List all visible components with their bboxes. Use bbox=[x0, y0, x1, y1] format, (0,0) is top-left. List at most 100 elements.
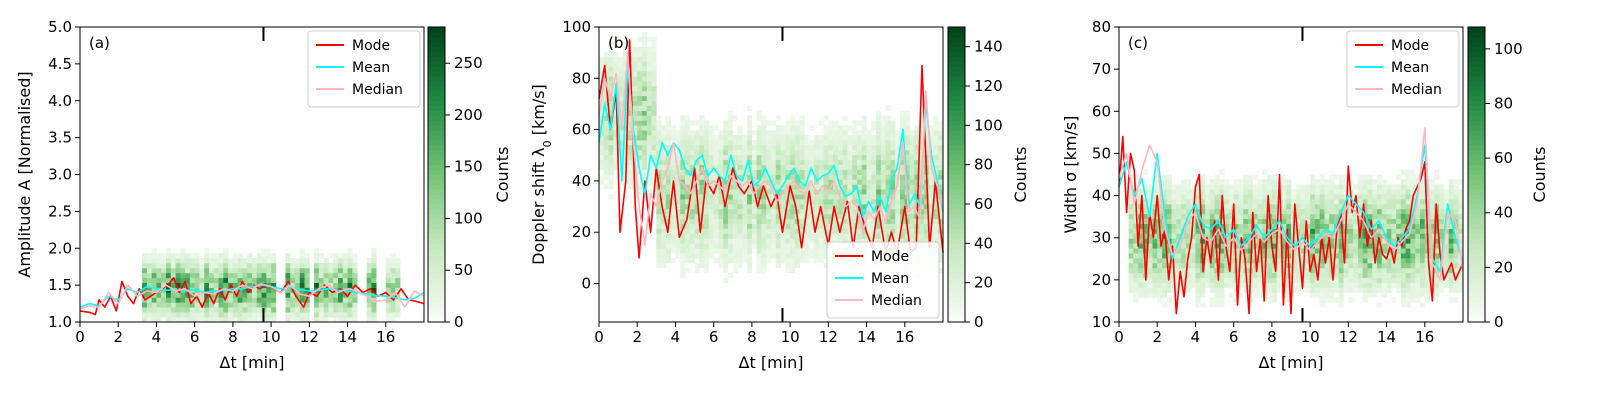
heatmap-cell bbox=[1348, 248, 1354, 254]
heatmap-cell bbox=[366, 317, 372, 323]
colorbar-segment bbox=[948, 312, 965, 318]
heatmap-cell bbox=[938, 218, 944, 224]
heatmap-cell bbox=[1181, 218, 1187, 224]
heatmap-cell bbox=[1271, 199, 1277, 205]
heatmap-cell bbox=[323, 263, 329, 269]
heatmap-cell bbox=[1286, 282, 1292, 288]
heatmap-cell bbox=[847, 228, 853, 234]
heatmap-cell bbox=[1295, 223, 1301, 229]
heatmap-cell bbox=[1157, 267, 1163, 274]
heatmap-cell bbox=[642, 164, 648, 170]
heatmap-cell bbox=[1224, 277, 1230, 283]
heatmap-cell bbox=[347, 302, 353, 308]
colorbar-segment bbox=[428, 31, 445, 38]
heatmap-cell bbox=[642, 31, 648, 38]
heatmap-cell bbox=[866, 204, 872, 210]
heatmap-cell bbox=[1300, 243, 1306, 249]
heatmap-cell bbox=[732, 263, 738, 269]
heatmap-cell bbox=[1324, 179, 1330, 185]
heatmap-cell bbox=[1386, 282, 1392, 288]
heatmap-cell bbox=[876, 115, 882, 121]
heatmap-cell bbox=[775, 243, 781, 249]
heatmap-cell bbox=[852, 125, 858, 131]
heatmap-cell bbox=[833, 120, 839, 126]
heatmap-cell bbox=[1257, 213, 1263, 220]
heatmap-cell bbox=[1324, 208, 1330, 215]
heatmap-cell bbox=[1434, 169, 1440, 175]
heatmap-cell bbox=[923, 125, 929, 131]
heatmap-cell bbox=[1391, 218, 1397, 224]
heatmap-cell bbox=[900, 228, 906, 234]
heatmap-cell bbox=[1248, 292, 1254, 298]
heatmap-cell bbox=[861, 228, 867, 234]
heatmap-cell bbox=[751, 184, 757, 190]
heatmap-cell bbox=[285, 292, 291, 298]
heatmap-cell bbox=[1248, 194, 1254, 200]
heatmap-cell bbox=[1396, 208, 1402, 215]
heatmap-cell bbox=[1377, 243, 1383, 249]
heatmap-cell bbox=[1295, 277, 1301, 283]
heatmap-cell bbox=[1429, 208, 1435, 215]
heatmap-cell bbox=[1314, 223, 1320, 229]
heatmap-cell bbox=[1396, 218, 1402, 224]
heatmap-cell bbox=[285, 272, 291, 279]
heatmap-cell bbox=[151, 292, 157, 298]
heatmap-cell bbox=[919, 238, 925, 244]
heatmap-cell bbox=[180, 263, 186, 269]
heatmap-cell bbox=[213, 272, 219, 279]
heatmap-cell bbox=[1348, 243, 1354, 249]
heatmap-cell bbox=[742, 248, 748, 254]
heatmap-cell bbox=[842, 228, 848, 234]
heatmap-cell bbox=[656, 120, 662, 126]
heatmap-cell bbox=[218, 317, 224, 323]
heatmap-cell bbox=[1295, 194, 1301, 200]
heatmap-cell bbox=[799, 208, 805, 215]
heatmap-cell bbox=[1434, 282, 1440, 288]
heatmap-cell bbox=[651, 86, 657, 92]
colorbar-segment bbox=[1468, 258, 1485, 264]
heatmap-cell bbox=[900, 169, 906, 175]
heatmap-cell bbox=[1410, 277, 1416, 283]
heatmap-cell bbox=[756, 159, 762, 165]
heatmap-cell bbox=[622, 61, 628, 67]
heatmap-cell bbox=[1310, 223, 1316, 229]
colorbar-segment bbox=[1468, 41, 1485, 48]
heatmap-cell bbox=[890, 208, 896, 215]
heatmap-cell bbox=[790, 184, 796, 190]
heatmap-cell bbox=[785, 159, 791, 165]
heatmap-cell bbox=[713, 208, 719, 215]
heatmap-cell bbox=[747, 223, 753, 229]
heatmap-cell bbox=[732, 145, 738, 151]
heatmap-cell bbox=[728, 272, 734, 279]
heatmap-cell bbox=[909, 184, 915, 190]
heatmap-cell bbox=[665, 208, 671, 215]
colorbar-label: Counts bbox=[493, 147, 512, 203]
heatmap-cell bbox=[928, 204, 934, 210]
heatmap-cell bbox=[1219, 189, 1225, 195]
heatmap-cell bbox=[146, 307, 152, 313]
heatmap-cell bbox=[1338, 272, 1344, 279]
heatmap-cell bbox=[871, 159, 877, 165]
heatmap-cell bbox=[1195, 263, 1201, 269]
heatmap-cell bbox=[1190, 277, 1196, 283]
heatmap-cell bbox=[828, 130, 834, 136]
heatmap-cell bbox=[1133, 267, 1139, 274]
heatmap-cell bbox=[747, 218, 753, 224]
heatmap-cell bbox=[1209, 199, 1215, 205]
heatmap-cell bbox=[1195, 253, 1201, 259]
heatmap-cell bbox=[761, 159, 767, 165]
y-tick-label: 100 bbox=[562, 18, 591, 36]
heatmap-cell bbox=[1319, 199, 1325, 205]
heatmap-cell bbox=[933, 130, 939, 136]
heatmap-cell bbox=[747, 189, 753, 195]
heatmap-cell bbox=[1377, 248, 1383, 254]
heatmap-cell bbox=[1205, 184, 1211, 190]
heatmap-cell bbox=[723, 213, 729, 220]
heatmap-cell bbox=[218, 272, 224, 279]
x-tick-label: 2 bbox=[113, 328, 123, 346]
heatmap-cell bbox=[1386, 184, 1392, 190]
heatmap-cell bbox=[794, 233, 800, 239]
heatmap-cell bbox=[1133, 248, 1139, 254]
heatmap-cell bbox=[1267, 184, 1273, 190]
heatmap-cell bbox=[1415, 297, 1421, 303]
